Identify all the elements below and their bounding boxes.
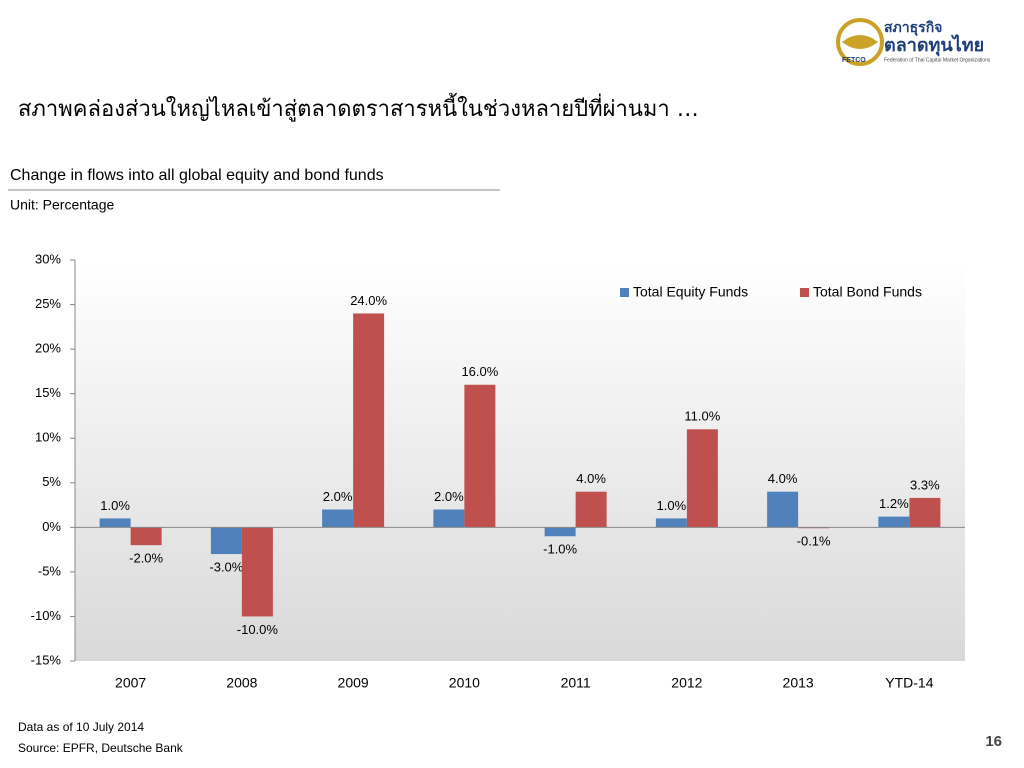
- x-tick-label: 2010: [449, 675, 480, 691]
- logo: สภาธุรกิจ ตลาดทุนไทย FETCO Federation of…: [836, 18, 991, 66]
- data-label: -0.1%: [797, 534, 831, 549]
- data-label: 1.0%: [657, 498, 687, 513]
- footnote: Data as of 10 July 2014: [18, 720, 144, 734]
- legend-swatch: [620, 288, 629, 297]
- data-label: 1.0%: [100, 498, 130, 513]
- plot-area: [75, 260, 965, 661]
- y-tick-label: -15%: [31, 652, 62, 667]
- data-label: 16.0%: [461, 364, 498, 379]
- y-tick-label: 25%: [35, 296, 61, 311]
- bar: [878, 516, 910, 528]
- bar: [464, 384, 496, 528]
- data-label: 2.0%: [434, 489, 464, 504]
- y-tick-label: 10%: [35, 430, 61, 445]
- x-tick-label: 2007: [115, 675, 146, 691]
- bar: [322, 509, 354, 528]
- bar: [575, 491, 607, 528]
- x-tick-label: 2011: [561, 675, 591, 691]
- x-tick-label: 2012: [671, 675, 702, 691]
- chart-subtitle: Unit: Percentage: [10, 197, 114, 213]
- x-tick-label: 2009: [338, 675, 369, 691]
- logo-thai-top: สภาธุรกิจ: [884, 20, 942, 36]
- source: Source: EPFR, Deutsche Bank: [18, 741, 184, 755]
- y-tick-label: 20%: [35, 341, 61, 356]
- logo-mark: [842, 35, 878, 49]
- x-tick-label: 2013: [783, 675, 814, 691]
- data-label: -2.0%: [129, 551, 163, 566]
- data-label: 4.0%: [768, 471, 798, 486]
- data-label: 4.0%: [576, 471, 606, 486]
- slide-title: สภาพคล่องส่วนใหญ่ไหลเข้าสู่ตลาดตราสารหนี…: [18, 93, 699, 122]
- legend-swatch: [800, 288, 809, 297]
- bar: [130, 527, 162, 546]
- y-tick-label: 30%: [35, 251, 61, 266]
- legend-label: Total Equity Funds: [633, 284, 748, 300]
- bar: [544, 527, 576, 537]
- y-tick-label: 0%: [42, 519, 61, 534]
- data-label: 11.0%: [684, 409, 720, 424]
- logo-abbr: FETCO: [842, 57, 866, 64]
- data-label: 1.2%: [879, 496, 909, 511]
- logo-thai-main: ตลาดทุนไทย: [884, 34, 984, 57]
- data-label: 3.3%: [910, 477, 940, 492]
- page-number: 16: [985, 733, 1002, 750]
- bar: [433, 509, 465, 528]
- bar: [99, 518, 131, 528]
- y-tick-label: -10%: [31, 608, 62, 623]
- data-label: -10.0%: [237, 622, 279, 637]
- bar: [241, 527, 273, 617]
- data-label: 24.0%: [350, 293, 387, 308]
- x-tick-label: 2008: [226, 675, 257, 691]
- bar: [655, 518, 687, 528]
- logo-tagline: Federation of Thai Capital Market Organi…: [884, 57, 991, 63]
- y-tick-label: -5%: [38, 563, 62, 578]
- data-label: -3.0%: [209, 560, 243, 575]
- bar: [767, 491, 799, 528]
- data-label: 2.0%: [323, 489, 353, 504]
- plot: -15% -10% -5% 0% 5% 10% 15% 20% 25% 30% 2007 1.0% -2…: [31, 251, 965, 691]
- y-tick-label: 15%: [35, 385, 61, 400]
- chart-title: Change in flows into all global equity a…: [10, 167, 384, 184]
- legend-label: Total Bond Funds: [813, 284, 922, 300]
- x-tick-label: YTD-14: [885, 675, 933, 691]
- y-tick-label: 5%: [42, 474, 61, 489]
- bar: [210, 527, 242, 555]
- bar: [909, 497, 941, 528]
- bar: [353, 313, 385, 528]
- bar: [686, 429, 718, 528]
- data-label: -1.0%: [543, 542, 577, 557]
